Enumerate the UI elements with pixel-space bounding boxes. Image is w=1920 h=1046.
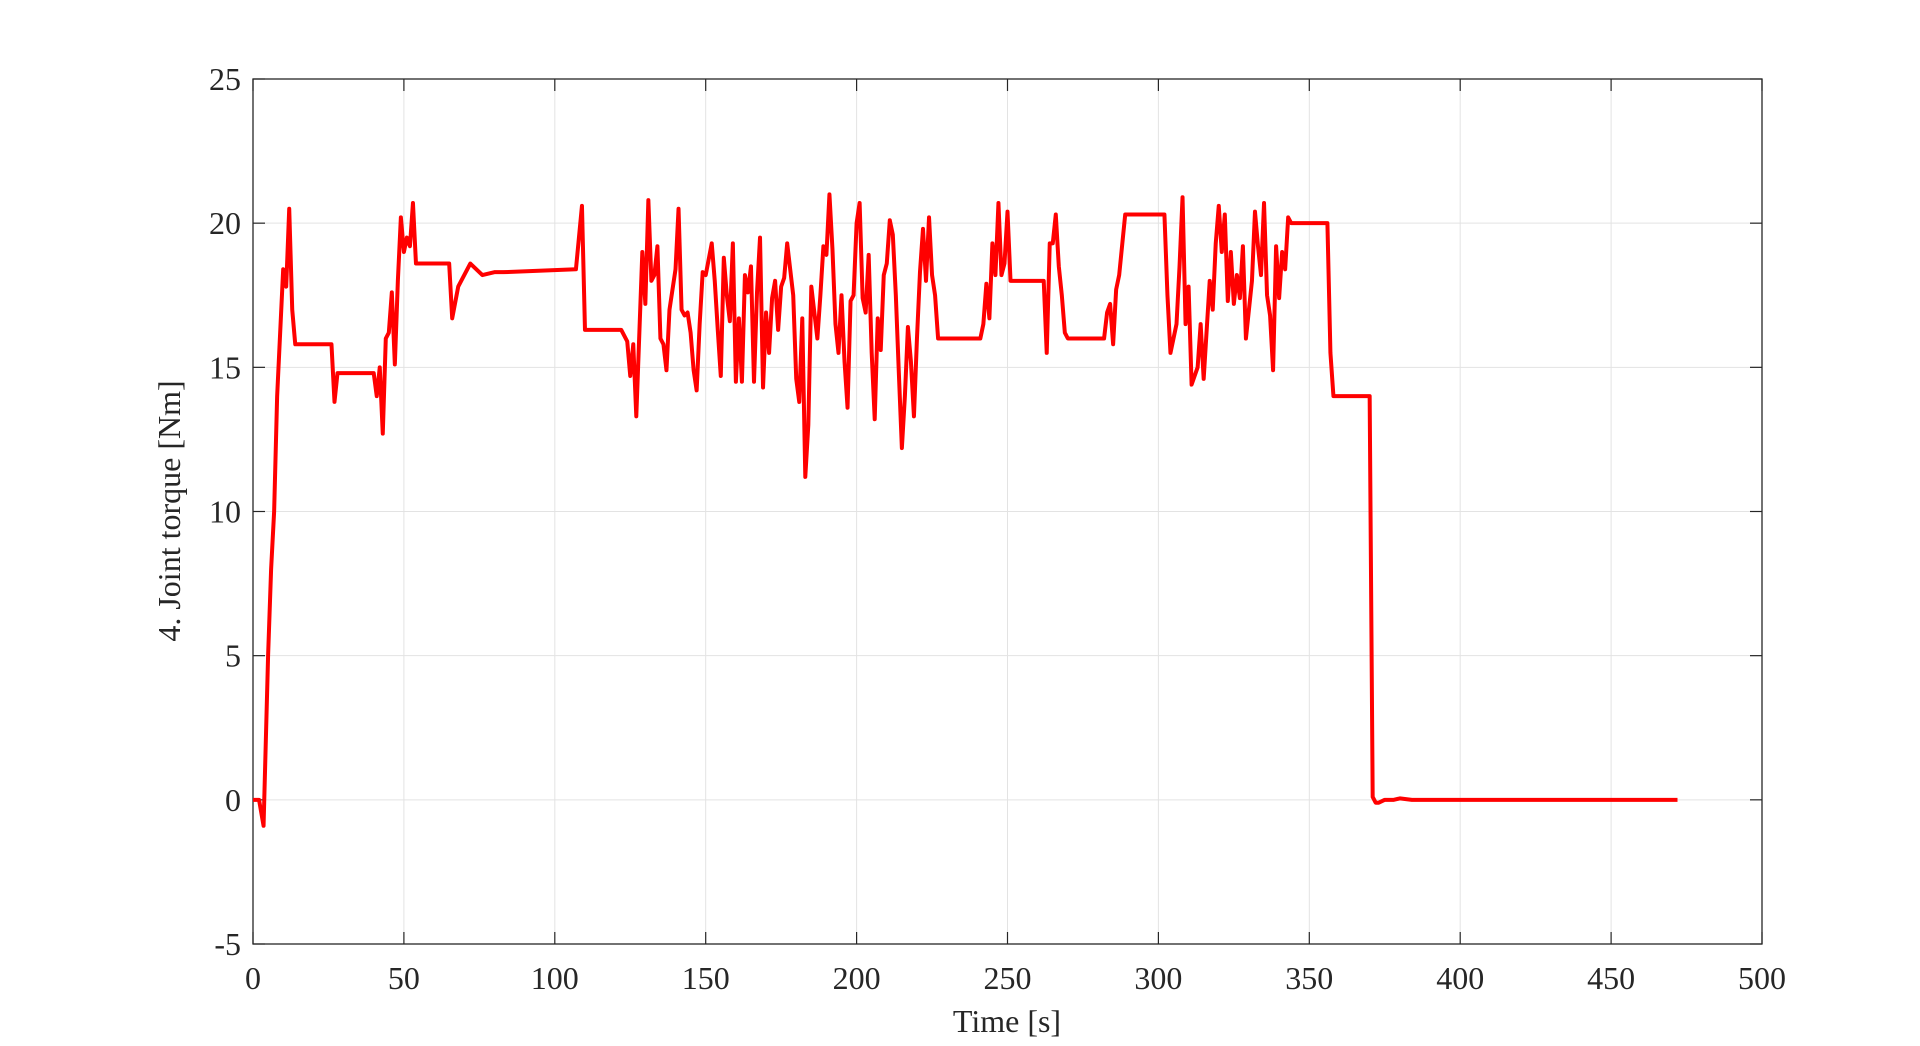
x-tick-label: 0 (245, 960, 261, 996)
y-tick-label: 15 (209, 349, 241, 385)
x-tick-label: 400 (1436, 960, 1484, 996)
x-tick-label: 150 (682, 960, 730, 996)
y-tick-label: 10 (209, 494, 241, 530)
x-axis-label: Time [s] (953, 1003, 1061, 1039)
plot-frame (252, 78, 1763, 945)
y-tick-label: 0 (225, 782, 241, 818)
y-tick-label: 25 (209, 61, 241, 97)
y-tick-label: 20 (209, 205, 241, 241)
x-tick-label: 50 (388, 960, 420, 996)
y-axis-label: 4. Joint torque [Nm] (151, 380, 187, 641)
data-line (253, 192, 1678, 828)
x-tick-label: 300 (1134, 960, 1182, 996)
x-tick-label: 500 (1738, 960, 1786, 996)
x-tick-label: 250 (984, 960, 1032, 996)
y-tick-label: -5 (214, 926, 241, 962)
x-tick-label: 450 (1587, 960, 1635, 996)
x-tick-label: 100 (531, 960, 579, 996)
x-tick-label: 350 (1285, 960, 1333, 996)
x-tick-label: 200 (833, 960, 881, 996)
y-tick-label: 5 (225, 638, 241, 674)
